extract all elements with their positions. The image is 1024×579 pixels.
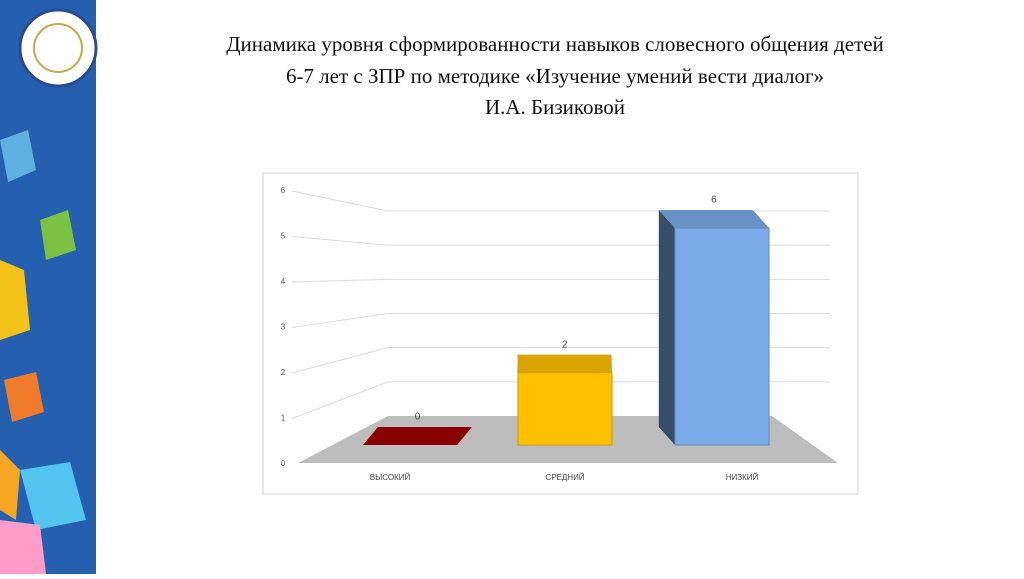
- bar-front: [517, 372, 613, 446]
- x-tick-label: ВЫСОКИЙ: [370, 473, 411, 482]
- title-line: Динамика уровня сформированности навыков…: [226, 32, 884, 56]
- y-tick-label: 0: [281, 459, 286, 468]
- y-tick-label: 5: [281, 232, 286, 241]
- logo: [18, 8, 98, 88]
- bar: [658, 210, 770, 446]
- title-line: 6-7 лет с ЗПР по методике «Изучение умен…: [286, 64, 824, 88]
- x-tick-label: НИЗКИЙ: [726, 473, 759, 482]
- bar-side: [658, 210, 675, 445]
- bar-top: [363, 427, 472, 445]
- title-line: И.А. Бизиковой: [485, 95, 625, 119]
- y-tick-label: 4: [281, 277, 286, 286]
- data-label: 6: [711, 195, 717, 206]
- y-tick-label: 3: [281, 323, 286, 332]
- logo-inner: [33, 23, 83, 73]
- x-tick-label: СРЕДНИЙ: [545, 473, 584, 482]
- decor-cubes: [0, 130, 86, 574]
- y-tick-label: 6: [281, 186, 286, 195]
- bar-front: [674, 227, 770, 446]
- y-tick-label: 1: [281, 414, 286, 423]
- y-tick-label: 2: [281, 368, 286, 377]
- bar-top: [658, 210, 769, 228]
- bar: [517, 354, 613, 446]
- data-label: 2: [562, 339, 568, 350]
- data-label: 0: [415, 412, 421, 423]
- bar-top: [517, 354, 612, 373]
- bar: [363, 427, 472, 445]
